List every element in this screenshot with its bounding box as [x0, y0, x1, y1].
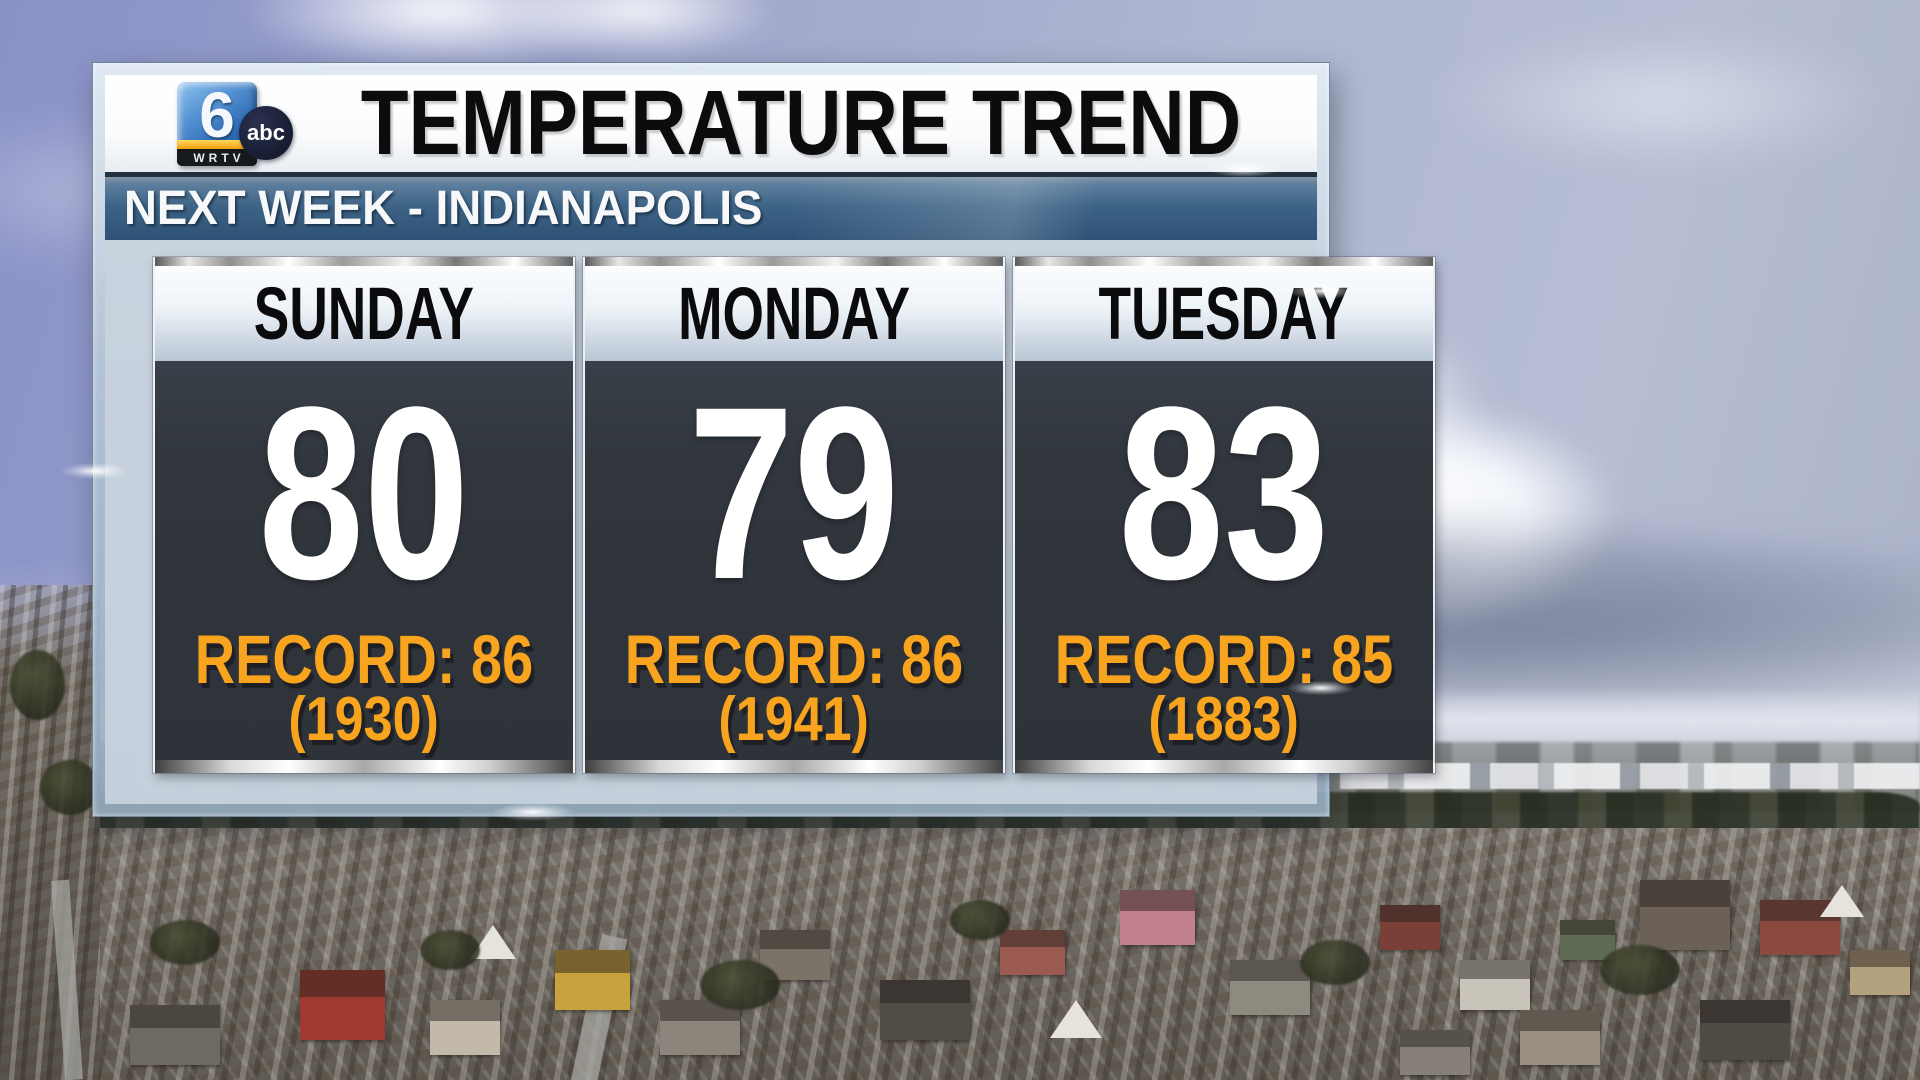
- record-year: (1883): [1148, 685, 1300, 755]
- card-body: 79 RECORD: 86 (1941): [584, 361, 1003, 760]
- abc-label: abc: [247, 120, 285, 145]
- forecast-card-tuesday: TUESDAY 83 RECORD: 85 (1883): [1012, 257, 1435, 773]
- house: [1560, 920, 1615, 960]
- house: [1700, 1000, 1790, 1060]
- house: [430, 1000, 500, 1055]
- house: [1520, 1010, 1600, 1065]
- house: [1000, 930, 1065, 975]
- tree: [1600, 945, 1680, 995]
- card-header: TUESDAY: [1014, 266, 1433, 361]
- station-logo: 6 WRTV abc: [177, 80, 309, 168]
- card-top-chrome: [1014, 257, 1433, 266]
- day-label: SUNDAY: [253, 272, 475, 355]
- temperature-value: 79: [688, 355, 900, 631]
- house: [130, 1005, 220, 1065]
- record-year: (1930): [288, 685, 440, 755]
- record-line: RECORD: 85: [1054, 620, 1394, 698]
- weather-panel: 6 WRTV abc TEMPERATURE TREND NEXT WEEK -…: [92, 62, 1435, 817]
- record-year: (1941): [718, 685, 870, 755]
- subtitle-bar: NEXT WEEK - INDIANAPOLIS: [105, 172, 1317, 240]
- day-label: TUESDAY: [1098, 272, 1349, 355]
- record-line: RECORD: 86: [194, 620, 534, 698]
- house: [1460, 960, 1530, 1010]
- panel-frame: 6 WRTV abc TEMPERATURE TREND NEXT WEEK -…: [105, 75, 1435, 804]
- card-top-chrome: [155, 257, 573, 266]
- card-body: 83 RECORD: 85 (1883): [1014, 361, 1433, 760]
- tree: [150, 920, 220, 965]
- callsign-label: WRTV: [193, 150, 245, 165]
- card-header: MONDAY: [584, 266, 1003, 361]
- card-bottom-chrome: [1014, 760, 1433, 773]
- card-header: SUNDAY: [155, 266, 573, 361]
- page-title: TEMPERATURE TREND: [360, 72, 1242, 174]
- card-bottom-chrome: [584, 760, 1003, 773]
- card-body: 80 RECORD: 86 (1930): [155, 361, 573, 760]
- callsign-band: WRTV: [177, 149, 257, 166]
- house: [1230, 960, 1310, 1015]
- tree: [10, 650, 65, 720]
- logo-gold-stripe: [177, 140, 257, 149]
- subtitle-label: NEXT WEEK - INDIANAPOLIS: [124, 182, 763, 235]
- temperature-value: 80: [258, 355, 470, 631]
- temperature-wrap: 79: [657, 361, 931, 628]
- abc-badge: abc: [239, 106, 293, 160]
- house: [555, 950, 630, 1010]
- tree: [950, 900, 1010, 940]
- house: [1380, 905, 1440, 950]
- warehouse-strip: [1340, 763, 1920, 789]
- record-line: RECORD: 86: [624, 620, 964, 698]
- tree: [40, 760, 100, 815]
- cards-area: SUNDAY 80 RECORD: 86 (1930) MONDAY: [105, 240, 1435, 804]
- tree: [700, 960, 780, 1010]
- house: [1640, 880, 1730, 950]
- forecast-card-sunday: SUNDAY 80 RECORD: 86 (1930): [153, 257, 575, 773]
- card-bottom-chrome: [155, 760, 573, 773]
- temperature-value: 83: [1118, 355, 1330, 631]
- house: [1850, 950, 1910, 995]
- temperature-wrap: 80: [227, 361, 501, 628]
- house: [300, 970, 385, 1040]
- day-label: MONDAY: [677, 272, 910, 355]
- house: [1120, 890, 1195, 945]
- house: [1400, 1030, 1470, 1075]
- card-top-chrome: [584, 257, 1003, 266]
- forecast-card-monday: MONDAY 79 RECORD: 86 (1941): [582, 257, 1005, 773]
- title-bar: 6 WRTV abc TEMPERATURE TREND: [105, 75, 1317, 172]
- tree: [1300, 940, 1370, 985]
- temperature-wrap: 83: [1087, 361, 1361, 628]
- channel-number: 6: [199, 82, 235, 151]
- house: [880, 980, 970, 1040]
- logo-six-box: 6 WRTV: [177, 82, 257, 166]
- cloud: [1430, 30, 1890, 170]
- tree: [420, 930, 480, 970]
